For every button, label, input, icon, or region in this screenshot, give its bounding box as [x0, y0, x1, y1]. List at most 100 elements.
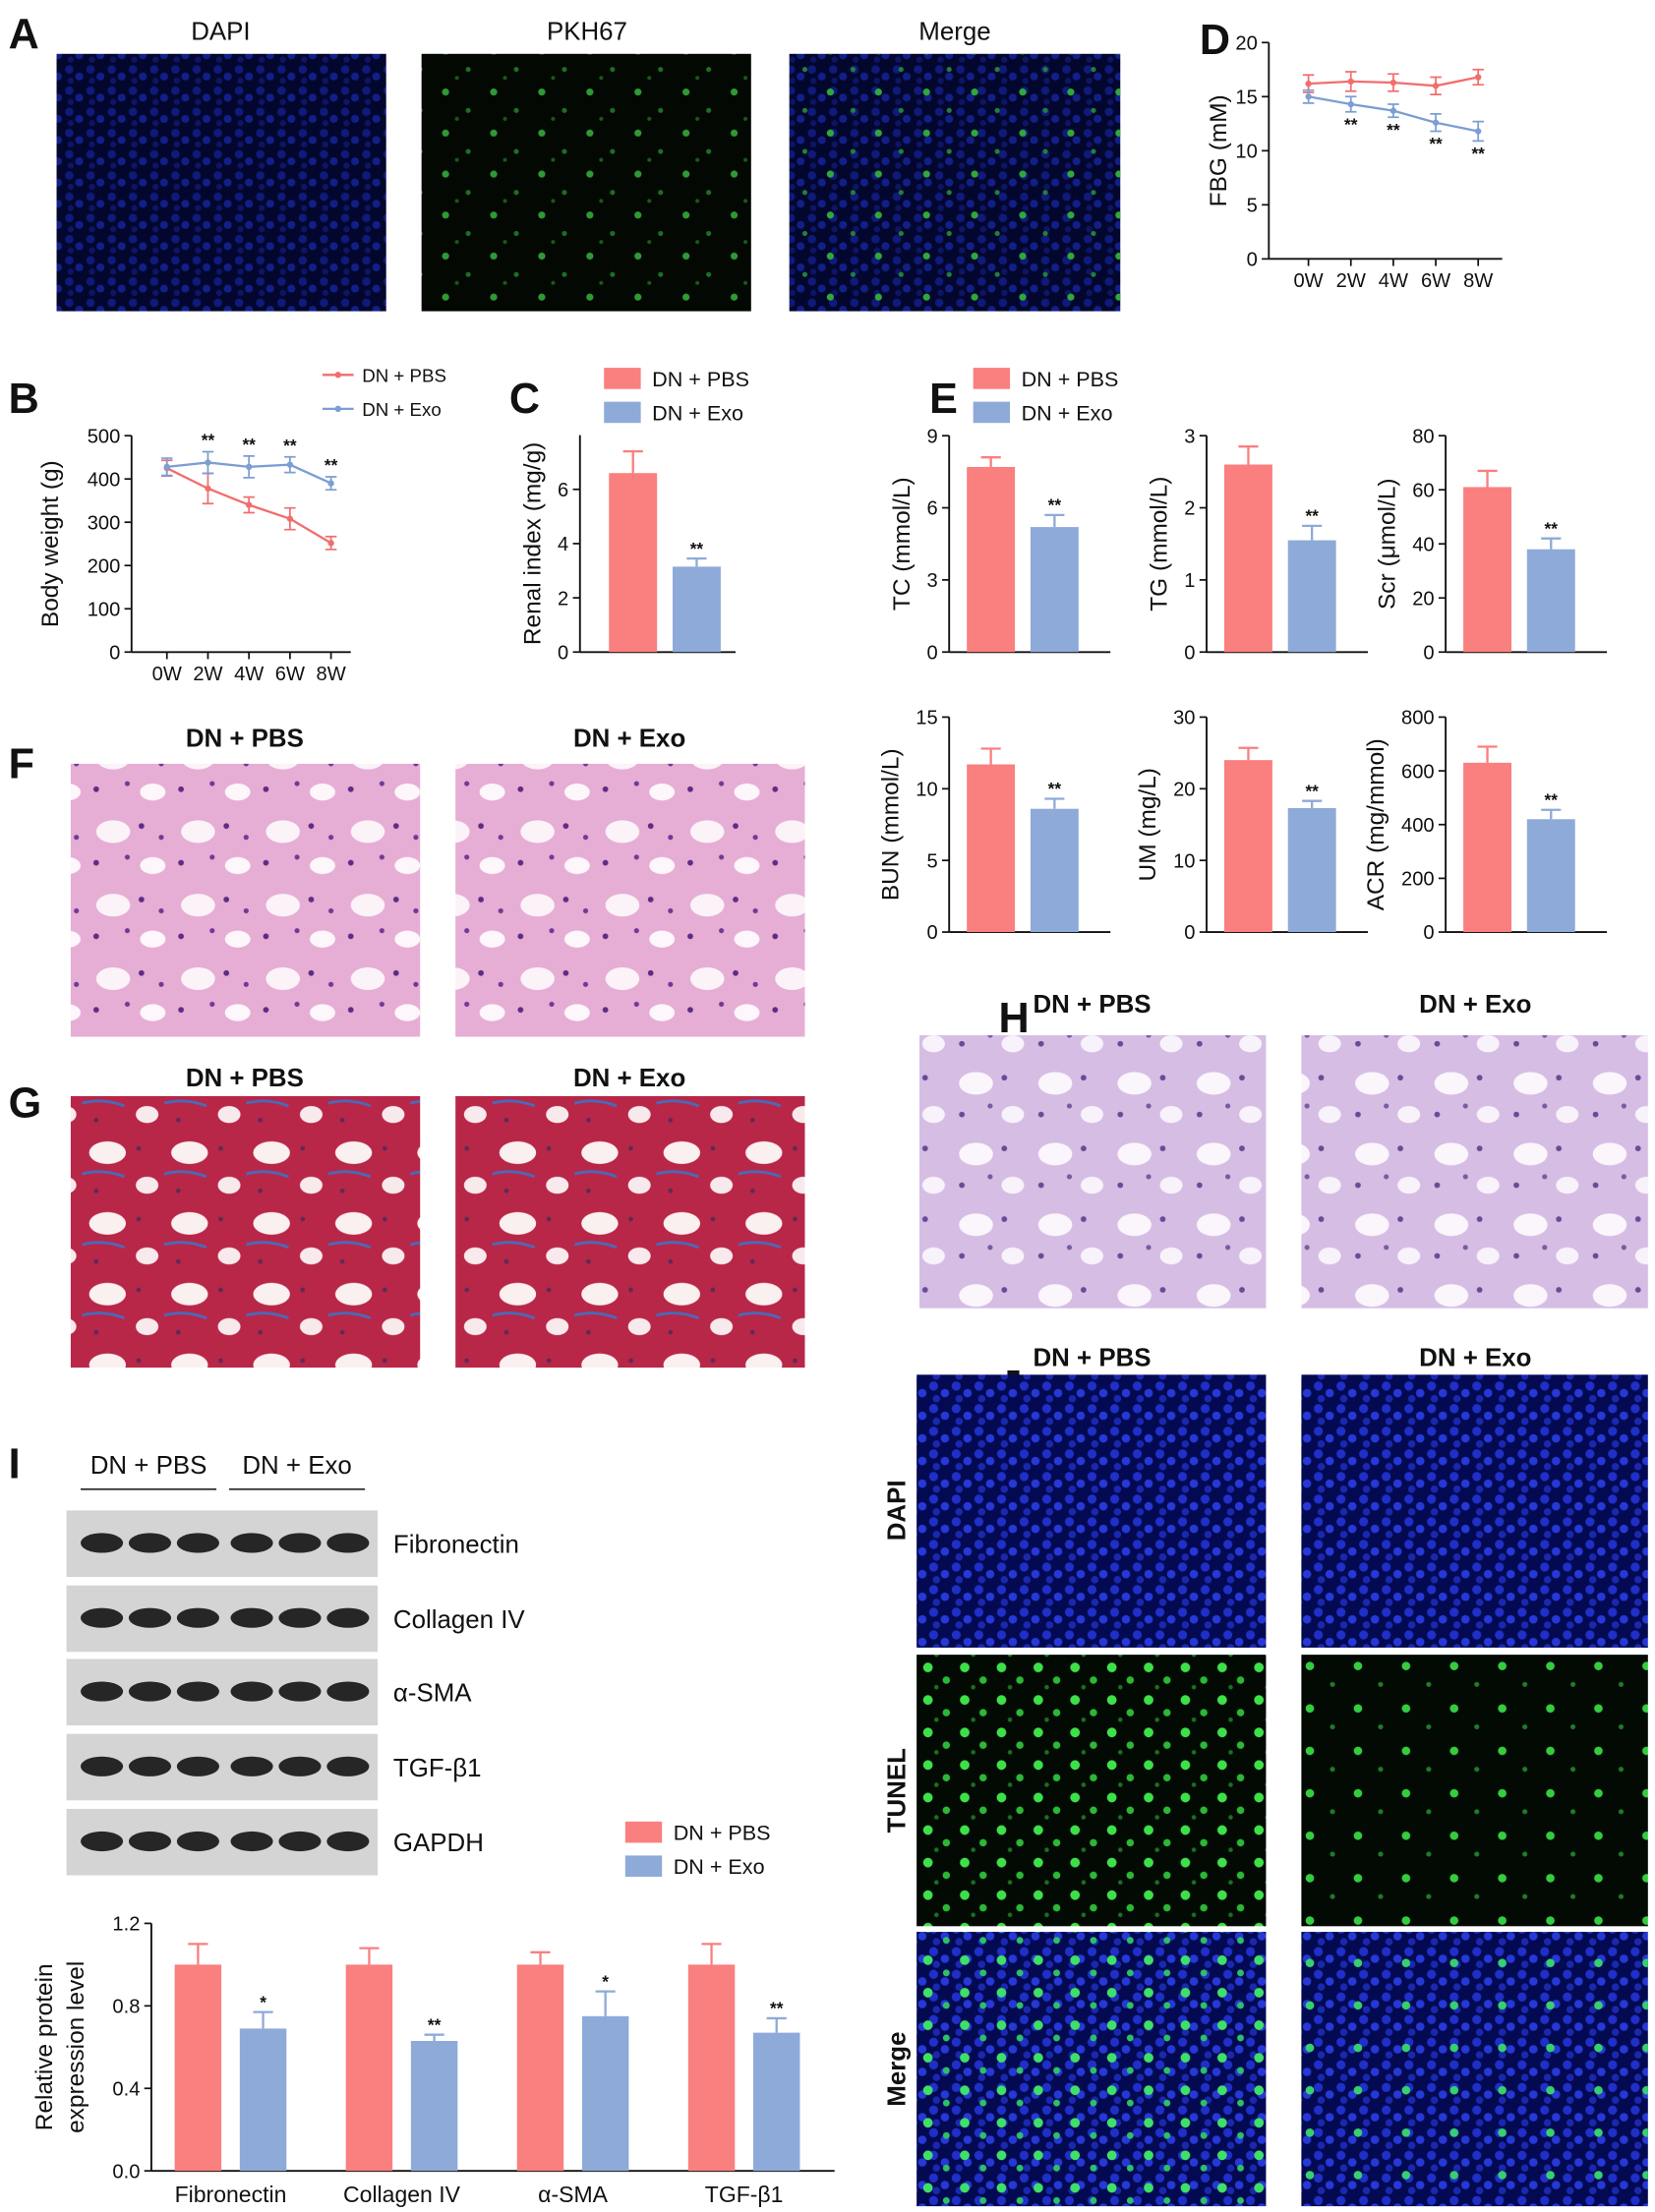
micrograph: [70, 763, 421, 1037]
legend-swatch: [604, 401, 641, 424]
legend-label: DN + PBS: [674, 1821, 771, 1845]
legend-swatch: [624, 1855, 663, 1877]
y-tick-label: 4: [558, 534, 568, 555]
western-blot: [66, 1510, 379, 1876]
blot-band: [278, 1533, 322, 1553]
point: [1432, 119, 1440, 126]
bar: [410, 2041, 458, 2172]
point: [1432, 83, 1440, 89]
panel-letter: B: [9, 376, 39, 423]
legend-label: DN + Exo: [674, 1854, 765, 1879]
y-tick-label: 0.0: [112, 2161, 140, 2183]
blot-band: [176, 1607, 219, 1628]
significance: **: [1545, 518, 1559, 538]
x-tick-label: 8W: [317, 664, 346, 685]
group-label: DN + Exo: [242, 1452, 351, 1480]
significance: *: [602, 1971, 609, 1991]
legend-swatch: [334, 405, 341, 413]
x-tick-label: 2W: [193, 664, 222, 685]
y-axis-label: TC (mmol/L): [889, 477, 916, 611]
blot-band: [326, 1756, 370, 1776]
bar: [1287, 540, 1336, 653]
bar: [1030, 808, 1079, 933]
y-tick-label: 20: [1235, 32, 1257, 54]
image-title: DAPI: [191, 18, 250, 45]
image-title: DN + PBS: [186, 726, 304, 753]
legend-swatch: [973, 368, 1011, 389]
micrograph: [1301, 1655, 1648, 1927]
y-tick-label: 300: [88, 512, 121, 534]
error-bar: [622, 449, 643, 474]
blot-band: [80, 1756, 124, 1776]
y-tick-label: 0: [109, 642, 120, 664]
image-title: Merge: [918, 18, 990, 45]
legend-label: DN + PBS: [362, 366, 446, 386]
point: [1347, 78, 1354, 86]
significance: **: [283, 436, 297, 455]
blot-band: [278, 1756, 322, 1776]
point: [286, 515, 294, 522]
significance: **: [1471, 144, 1485, 163]
significance: **: [1048, 495, 1062, 515]
micrograph: [421, 53, 751, 312]
point: [286, 461, 294, 468]
y-tick-label: 15: [916, 708, 937, 729]
error-bar: [766, 2016, 787, 2033]
x-tick-label: α-SMA: [538, 2182, 608, 2207]
legend-label: DN + Exo: [652, 400, 743, 425]
image-title: DN + Exo: [1419, 1345, 1531, 1372]
x-tick-label: 0W: [1293, 270, 1323, 292]
x-tick-label: 0W: [152, 664, 182, 685]
blot-band: [230, 1681, 273, 1702]
blot-label: Collagen IV: [393, 1606, 526, 1634]
y-tick-label: 0.4: [112, 2078, 140, 2100]
error-bar: [595, 1990, 616, 2016]
blot-band: [278, 1607, 322, 1628]
y-tick-label: 3: [1184, 426, 1195, 447]
bar: [1463, 762, 1511, 933]
error-bar: [1238, 746, 1259, 761]
chart: 0 200 400 600 800 ACR (mg/mmol) **: [1363, 708, 1608, 944]
image-title: DN + Exo: [573, 726, 685, 753]
blot-band: [128, 1607, 172, 1628]
x-tick-label: 8W: [1463, 270, 1493, 292]
y-tick-label: 20: [1173, 779, 1195, 800]
y-tick-label: 30: [1173, 708, 1195, 729]
blot-band: [80, 1533, 124, 1553]
error-bar: [701, 1943, 722, 1965]
y-tick-label: 0: [558, 642, 568, 664]
error-bar: [686, 556, 707, 567]
error-bar: [1477, 745, 1498, 763]
x-tick-label: TGF-β1: [705, 2182, 784, 2207]
chart: 0 5 10 15 20 FBG (mM) 0W 2W 4W 6W 8W ** ** ** **: [1206, 32, 1503, 292]
y-tick-label: 500: [88, 426, 121, 447]
y-tick-label: 200: [1401, 869, 1435, 891]
blot-band: [278, 1681, 322, 1702]
y-tick-label: 1.2: [112, 1914, 140, 1936]
error-bar: [1238, 445, 1259, 465]
chart: 0 20 40 60 80 Scr (μmol/L) **: [1374, 426, 1608, 664]
micrograph-overlay: [916, 1932, 1267, 2207]
row-label: Merge: [884, 2031, 912, 2106]
panel-letter: F: [9, 740, 34, 787]
y-tick-label: 5: [1247, 196, 1258, 217]
y-tick-label: 200: [88, 555, 121, 577]
point: [246, 501, 253, 508]
y-tick-label: 80: [1412, 426, 1434, 447]
bar: [672, 566, 721, 653]
error-bar: [188, 1943, 208, 1965]
y-axis-label: BUN (mmol/L): [877, 748, 904, 901]
blot-band: [128, 1681, 172, 1702]
chart: 0 1 2 3 TG (mmol/L) **: [1147, 426, 1368, 664]
y-tick-label: 0: [926, 922, 937, 944]
blot-band: [230, 1607, 273, 1628]
legend-label: DN + PBS: [652, 367, 749, 391]
panel-letter: G: [9, 1080, 42, 1128]
y-tick-label: 40: [1412, 534, 1434, 555]
bar: [967, 466, 1016, 653]
y-axis-label: TG (mmol/L): [1147, 477, 1173, 611]
significance: **: [1344, 114, 1358, 134]
x-tick-label: 6W: [1421, 270, 1450, 292]
point: [205, 485, 211, 493]
